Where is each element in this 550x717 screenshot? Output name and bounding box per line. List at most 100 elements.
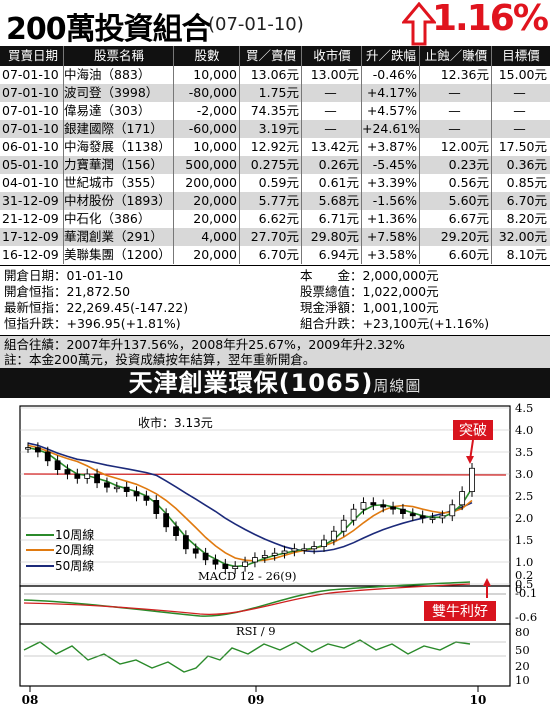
table-row: 05-01-10 力寶華潤（156） 500,000 0.275元 0.26元 -5.45… <box>0 156 550 174</box>
performance-badge: 1.16% <box>432 0 549 39</box>
table-cell: 中海油（883） <box>64 67 151 82</box>
price-candle <box>212 559 219 565</box>
price-candle <box>360 502 367 510</box>
table-cell: 華潤創業（291） <box>64 229 163 244</box>
table-cell: 17.50元 <box>498 139 547 154</box>
table-cell: 05-01-10 <box>2 157 59 172</box>
table-cell: 6.60元 <box>448 247 489 262</box>
table-cell: 07-01-10 <box>2 121 59 136</box>
table-cell: 1.75元 <box>258 85 299 100</box>
price-candle <box>409 513 416 517</box>
table-row: 31-12-09 中材股份（1893） 20,000 5.77元 5.68元 -1.56%… <box>0 192 550 210</box>
price-candle <box>153 500 160 515</box>
price-candle <box>380 504 387 508</box>
price-candle <box>390 506 396 510</box>
table-cell: 6.94元 <box>318 247 359 262</box>
price-candle <box>54 460 61 470</box>
legend-ma20: 20周線 <box>55 542 94 557</box>
price-candle <box>321 539 327 547</box>
col-shares: 股數 <box>194 48 220 63</box>
rsi-line <box>23 639 471 673</box>
cash-net: 現金淨額：1,001,100元 <box>300 300 439 315</box>
table-cell: 8.10元 <box>506 247 547 262</box>
table-header: 買賣日期 股票名稱 股數 買／賣價 收市價 升／跌幅 止蝕／賺價 目標價 <box>0 46 550 66</box>
col-change: 升／跌幅 <box>365 48 416 63</box>
table-cell: 12.36元 <box>440 67 489 82</box>
table-cell: 500,000 <box>185 157 237 172</box>
table-cell: 74.35元 <box>250 103 299 118</box>
price-candle <box>429 517 436 520</box>
table-cell: -60,000 <box>188 121 237 136</box>
title-bar <box>0 0 550 46</box>
ma50-line <box>27 442 473 553</box>
table-cell: 20,000 <box>193 193 237 208</box>
table-cell: 12.00元 <box>440 139 489 154</box>
price-candle <box>252 557 258 563</box>
price-candle <box>419 515 426 519</box>
table-cell: 4,000 <box>201 229 237 244</box>
table-cell: 21-12-09 <box>2 211 59 226</box>
price-candle <box>449 504 456 517</box>
table-cell: 06-01-10 <box>2 139 59 154</box>
table-row: 16-12-09 美聯集團（1200） 20,000 6.70元 6.94元 +3.58%… <box>0 246 550 264</box>
table-cell: 13.00元 <box>310 67 359 82</box>
table-cell: 0.61元 <box>318 175 359 190</box>
table-cell: 200,000 <box>185 175 237 190</box>
price-candle <box>143 495 150 501</box>
table-cell: — <box>448 85 461 100</box>
legend-ma10: 10周線 <box>55 527 94 542</box>
ma10-line <box>27 446 473 568</box>
col-date: 買賣日期 <box>7 48 58 63</box>
table-cell: 29.80元 <box>310 229 359 244</box>
rsi-title: RSI / 9 <box>236 624 276 638</box>
table-cell: 6.70元 <box>506 193 547 208</box>
macd-tick-3: -0.6 <box>515 610 537 624</box>
table-cell: 07-01-10 <box>2 85 59 100</box>
table-cell: +24.61% <box>362 121 421 136</box>
table-row: 07-01-10 偉易達（303） -2,000 74.35元 — +4.57% — — <box>0 102 550 120</box>
table-cell: 波司登（3998） <box>64 85 159 100</box>
rsi-tick-1: 50 <box>515 643 530 657</box>
ma20-line <box>27 444 473 562</box>
rsi-tick-3: 10 <box>515 673 530 687</box>
table-cell: 16-12-09 <box>2 247 59 262</box>
table-cell: +4.17% <box>366 85 417 100</box>
table-cell: 6.71元 <box>318 211 359 226</box>
price-candle <box>74 473 81 479</box>
table-cell: 6.62元 <box>258 211 299 226</box>
signal-line <box>23 583 471 616</box>
table-cell: 銀建國際（171） <box>64 121 163 136</box>
note: 註：本金200萬元，投資成績按年結算，翌年重新開倉。 <box>4 352 316 367</box>
macd-tag <box>424 601 496 621</box>
col-close: 收市價 <box>313 48 351 63</box>
col-stop: 止蝕／賺價 <box>424 48 488 63</box>
macd-title: MACD 12 - 26(9) <box>198 569 297 583</box>
price-candle <box>182 535 189 550</box>
price-candle <box>84 473 91 479</box>
price-candle <box>350 508 357 521</box>
rsi-tick-2: 20 <box>515 659 530 673</box>
table-cell: +7.58% <box>366 229 417 244</box>
price-candle <box>133 491 140 497</box>
table-cell: 29.20元 <box>440 229 489 244</box>
table-cell: — <box>324 103 337 118</box>
col-target: 目標價 <box>502 48 540 63</box>
price-candle <box>459 491 466 506</box>
table-row: 07-01-10 銀建國際（171） -60,000 3.19元 — +24.61% — — <box>0 120 550 138</box>
table-cell: 0.26元 <box>318 157 359 172</box>
portfolio-change: 組合升跌：+23,100元(+1.16%) <box>300 316 490 331</box>
col-price: 買／賣價 <box>245 48 296 63</box>
table-cell: 15.00元 <box>498 67 547 82</box>
price-candle <box>34 447 41 453</box>
table-row: 07-01-10 中海油（883） 10,000 13.06元 13.00元 -0.46%… <box>0 66 550 84</box>
price-candle <box>340 519 347 532</box>
price-candle <box>469 467 475 492</box>
table-cell: 中材股份（1893） <box>64 193 171 208</box>
legend-ma50: 50周線 <box>55 558 94 573</box>
table-cell: 0.56元 <box>448 175 489 190</box>
table-cell: — <box>513 121 526 136</box>
page-date: (07-01-10) <box>208 14 304 35</box>
table-cell: — <box>324 121 337 136</box>
stock-value: 股票總值：1,022,000元 <box>300 284 439 299</box>
x-tick-08: 08 <box>22 693 39 707</box>
